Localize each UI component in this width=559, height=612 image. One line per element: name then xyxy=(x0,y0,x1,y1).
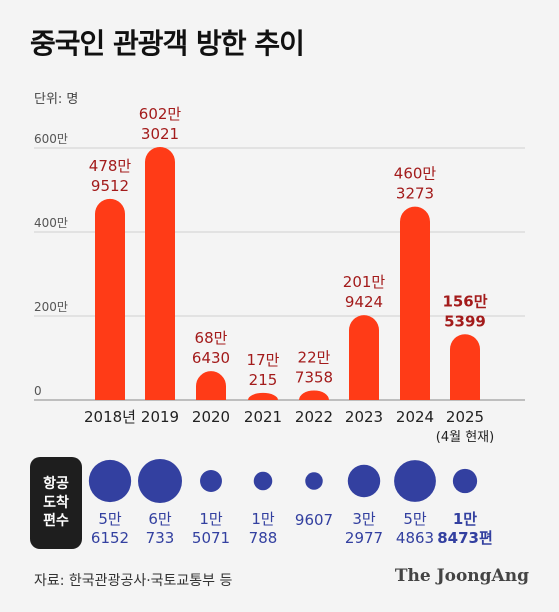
flights-bubble xyxy=(138,459,182,503)
flights-value-label: 5만 xyxy=(98,510,122,528)
x-tick-label: 2021 xyxy=(244,408,282,426)
x-tick-label: 2020 xyxy=(192,408,230,426)
bar-value-label: 7358 xyxy=(295,368,333,386)
flights-value-label: 4863 xyxy=(396,529,434,547)
flights-value-label: 1만 xyxy=(453,510,477,528)
flights-badge: 항공 도착 편수 xyxy=(30,457,82,549)
source-note: 자료: 한국관광공사·국토교통부 등 xyxy=(34,573,233,589)
unit-label: 단위: 명 xyxy=(34,92,79,107)
flights-value-label: 2977 xyxy=(345,529,383,547)
bar-value-label: 201만 xyxy=(343,273,386,291)
bar-value-label: 602만 xyxy=(139,105,182,123)
bar-value-label: 156만 xyxy=(442,292,487,310)
flights-badge-line-3: 편수 xyxy=(43,513,69,530)
flights-bubble xyxy=(88,459,132,503)
bar-value-label: 478만 xyxy=(89,157,132,175)
bar xyxy=(95,198,126,400)
flights-badge-line-2: 도착 xyxy=(43,494,69,511)
y-tick-label: 600만 xyxy=(34,132,68,146)
flights-badge-line-1: 항공 xyxy=(43,475,69,492)
bar xyxy=(450,334,480,400)
y-tick-label: 200만 xyxy=(34,300,68,314)
bar xyxy=(145,147,175,400)
flights-value-label: 6152 xyxy=(91,529,129,547)
bar-value-label: 6430 xyxy=(192,349,230,367)
bar xyxy=(299,390,329,400)
bar-value-label: 9424 xyxy=(345,293,383,311)
flights-value-label: 1만 xyxy=(251,510,275,528)
x-tick-label: 2023 xyxy=(345,408,383,426)
flights-bubble xyxy=(394,460,436,502)
flights-bubble xyxy=(347,464,381,498)
bar-value-label: 17만 xyxy=(247,351,280,369)
x-tick-label: 2019 xyxy=(141,408,179,426)
page-title: 중국인 관광객 방한 추이 xyxy=(30,27,305,60)
flights-value-label: 733 xyxy=(146,529,175,547)
x-tick-label: 2025 xyxy=(446,408,484,426)
flights-bubble xyxy=(305,472,323,490)
bar-value-label: 3021 xyxy=(141,125,179,143)
bar-value-label: 68만 xyxy=(195,329,228,347)
y-tick-label: 400만 xyxy=(34,216,68,230)
bar-value-label: 3273 xyxy=(396,185,434,203)
flights-value-label: 8473편 xyxy=(437,529,493,547)
brand-logo: The JoongAng xyxy=(394,566,529,586)
bar-value-label: 460만 xyxy=(394,165,437,183)
flights-bubble xyxy=(253,471,273,491)
flights-value-label: 9607 xyxy=(295,511,333,529)
bar-value-label: 22만 xyxy=(298,348,331,366)
bar xyxy=(248,392,278,400)
flights-value-label: 788 xyxy=(249,529,278,547)
x-tick-label: 2018년 xyxy=(84,408,136,426)
bar-value-label: 9512 xyxy=(91,177,129,195)
flights-bubble xyxy=(200,470,222,492)
flights-value-label: 1만 xyxy=(199,510,223,528)
bar xyxy=(196,371,226,400)
x-tick-note: (4월 현재) xyxy=(436,430,494,445)
bar xyxy=(400,206,430,400)
x-tick-label: 2024 xyxy=(396,408,434,426)
x-tick-label: 2022 xyxy=(295,408,333,426)
flights-value-label: 5만 xyxy=(403,510,427,528)
bar-value-label: 5399 xyxy=(444,312,486,330)
bar-value-label: 215 xyxy=(249,371,278,389)
flights-value-label: 5071 xyxy=(192,529,230,547)
y-tick-label: 0 xyxy=(34,384,42,398)
flights-value-label: 6만 xyxy=(148,510,172,528)
flights-value-label: 3만 xyxy=(352,510,376,528)
flights-bubble xyxy=(452,468,478,494)
bar xyxy=(349,315,379,400)
